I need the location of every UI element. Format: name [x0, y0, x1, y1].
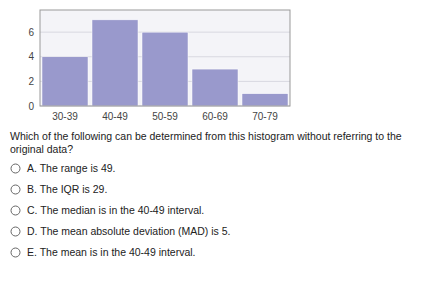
radio — [10, 205, 21, 216]
radio-circle — [11, 248, 20, 257]
plot-area — [40, 10, 290, 106]
radio — [10, 163, 21, 174]
option-text: A. The range is 49. — [27, 162, 116, 175]
option: C. The median is in the 40-49 interval. — [10, 204, 427, 225]
bar — [92, 20, 138, 106]
bar — [142, 32, 188, 106]
radio-circle — [11, 206, 20, 215]
y-tick-label: 2 — [28, 76, 34, 87]
x-tick-label: 30-39 — [52, 111, 78, 122]
y-tick-label: 0 — [28, 101, 34, 112]
option-text: E. The mean is in the 40-49 interval. — [27, 246, 195, 259]
chart: 0 2 4 6 30-39 40-49 50-59 60-69 70-79 — [0, 0, 437, 128]
option-text: B. The IQR is 29. — [27, 183, 107, 196]
option: B. The IQR is 29. — [10, 183, 427, 204]
question: Which of the following can be determined… — [10, 130, 427, 156]
y-tick-label: 6 — [28, 27, 34, 38]
bar — [42, 57, 88, 106]
radio — [10, 226, 21, 237]
x-tick-label: 60-69 — [202, 111, 228, 122]
radio-circle — [11, 164, 20, 173]
bar — [192, 69, 238, 106]
plot-frame — [40, 10, 290, 106]
option: A. The range is 49. — [10, 162, 427, 183]
x-tick-label: 70-79 — [252, 111, 278, 122]
option: D. The mean absolute deviation (MAD) is … — [10, 225, 427, 246]
radio — [10, 247, 21, 258]
bar — [242, 94, 288, 106]
option-text: C. The median is in the 40-49 interval. — [27, 204, 204, 217]
radio-circle — [11, 185, 20, 194]
bars — [42, 20, 288, 106]
option: E. The mean is in the 40-49 interval. — [10, 246, 427, 267]
x-tick-label: 50-59 — [152, 111, 178, 122]
radio-circle — [11, 227, 20, 236]
y-tick-label: 4 — [28, 51, 34, 62]
radio — [10, 184, 21, 195]
x-tick-label: 40-49 — [102, 111, 128, 122]
option-text: D. The mean absolute deviation (MAD) is … — [27, 225, 230, 238]
question-block: Which of the following can be determined… — [0, 130, 437, 267]
